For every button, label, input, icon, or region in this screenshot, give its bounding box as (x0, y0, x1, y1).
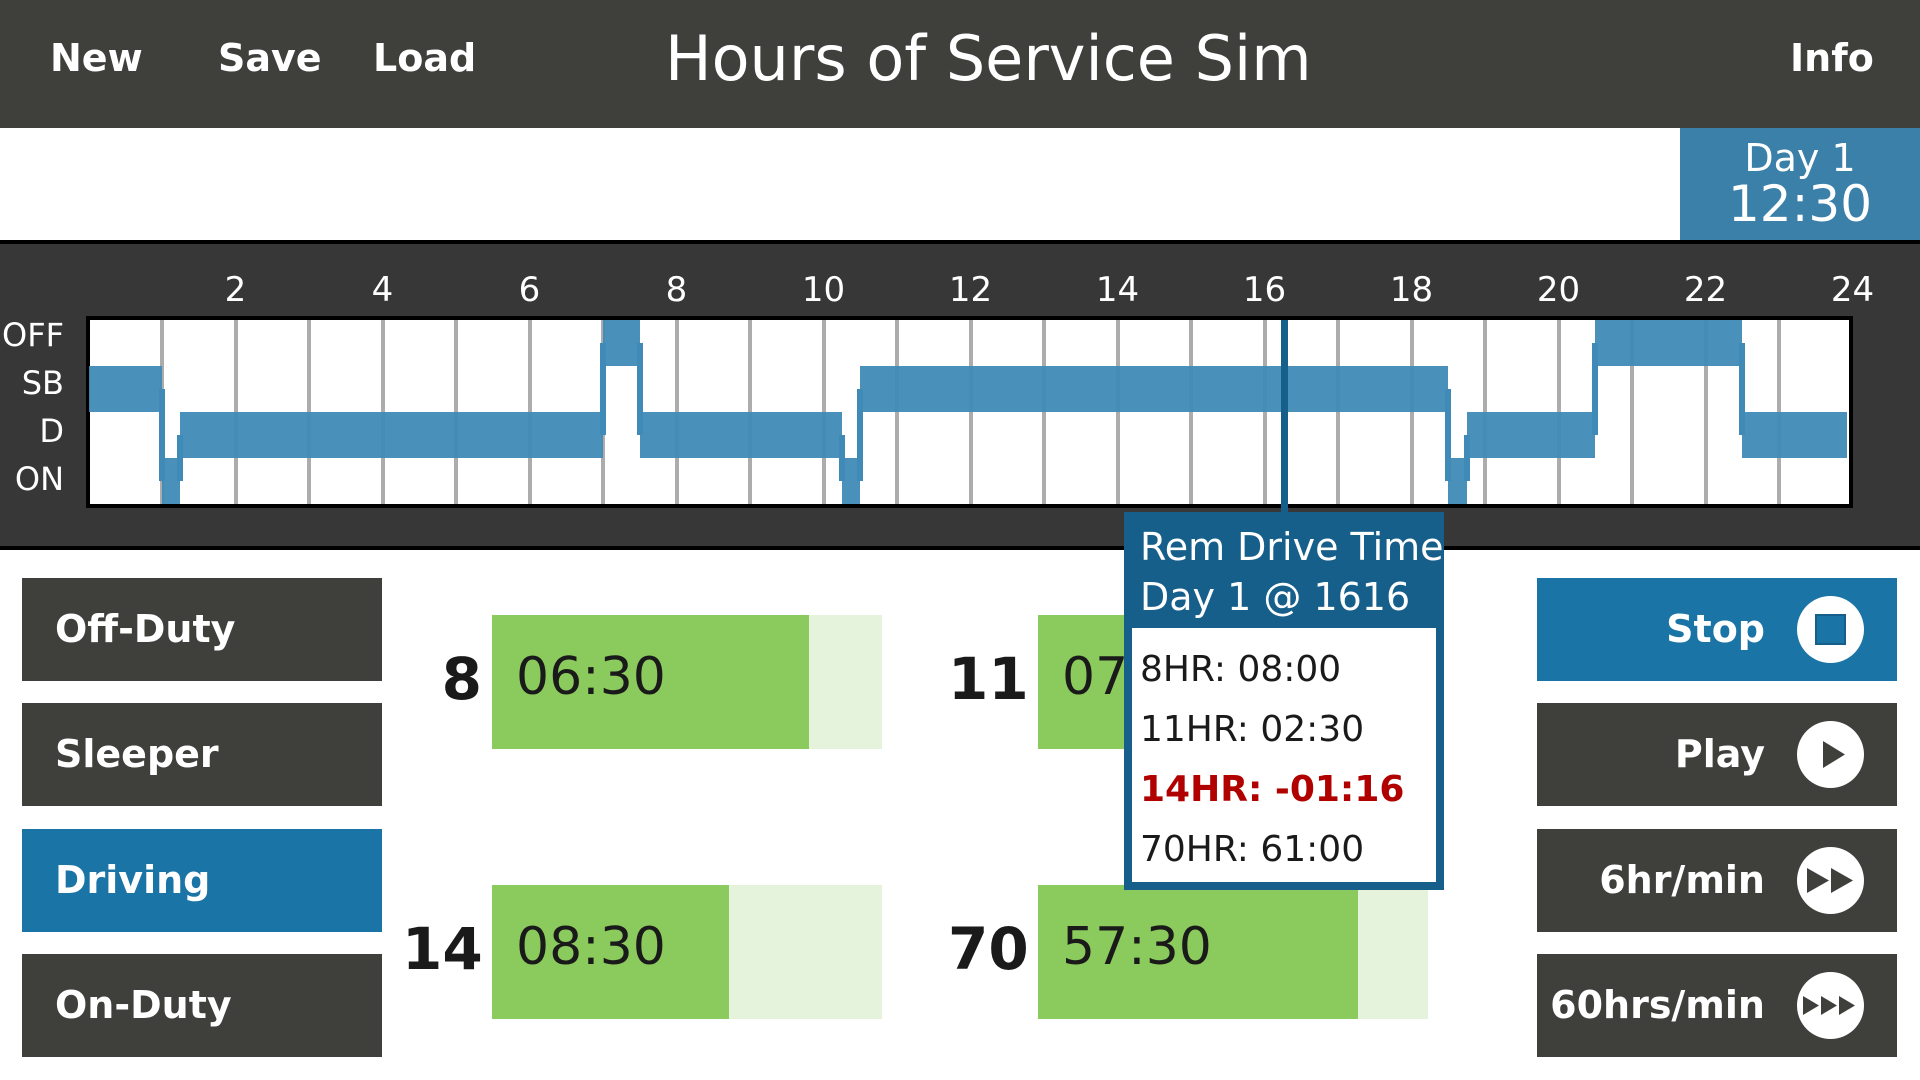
hour-tick-label: 10 (801, 270, 846, 310)
info-button[interactable]: Info (1790, 36, 1874, 80)
duty-segment-on (1448, 458, 1467, 504)
tooltip-subtitle: Day 1 @ 1616 (1140, 575, 1411, 619)
status-transition-line (838, 435, 845, 481)
save-button[interactable]: Save (218, 36, 322, 80)
gauge-limit-label: 8 (441, 645, 482, 713)
stop-button[interactable]: Stop (1537, 578, 1897, 681)
hour-tick-label: 22 (1683, 270, 1728, 310)
duty-segment-d (639, 412, 842, 458)
tooltip-row-warning: 14HR: -01:16 (1140, 769, 1405, 810)
status-transition-line (1739, 343, 1746, 435)
status-transition-line (1463, 435, 1470, 481)
row-label-on: ON (14, 460, 64, 498)
control-label: 60hrs/min (1550, 983, 1765, 1027)
status-button-sleeper[interactable]: Sleeper (22, 703, 382, 806)
gauge-limit-label: 14 (402, 915, 483, 983)
status-transition-line (1592, 343, 1599, 435)
duty-segment-d (1466, 412, 1596, 458)
row-label-sb: SB (21, 364, 64, 402)
tooltip-body: 8HR: 08:00 11HR: 02:30 14HR: -01:16 70HR: 6… (1132, 628, 1436, 882)
gauge-70hr: 57:30 (1038, 885, 1428, 1019)
status-transition-line (636, 343, 643, 435)
gauge-limit-label: 11 (948, 645, 1029, 713)
tooltip-row: 11HR: 02:30 (1140, 709, 1365, 750)
hour-gridline (1189, 320, 1193, 504)
hour-gridline (895, 320, 899, 504)
load-button[interactable]: Load (373, 36, 477, 80)
hour-tick-label: 20 (1536, 270, 1581, 310)
status-button-on-duty[interactable]: On-Duty (22, 954, 382, 1057)
time-cursor[interactable] (1281, 320, 1289, 520)
gauge-14hr: 08:30 (492, 885, 882, 1019)
clock-day: Day 1 (1744, 136, 1856, 180)
new-button[interactable]: New (50, 36, 143, 80)
60hrs-min-button[interactable]: 60hrs/min (1537, 954, 1897, 1057)
status-transition-line (857, 389, 864, 481)
hour-tick-label: 2 (224, 270, 247, 310)
status-transition-line (177, 435, 184, 481)
rem-drive-time-tooltip: Rem Drive Time Day 1 @ 1616 8HR: 08:00 11… (1124, 512, 1444, 890)
gauge-value: 57:30 (1062, 917, 1212, 977)
tooltip-title: Rem Drive Time (1140, 525, 1444, 569)
triple-forward-icon (1797, 972, 1864, 1039)
app-title: Hours of Service Sim (665, 22, 1312, 95)
tooltip-row: 70HR: 61:00 (1140, 829, 1365, 870)
duty-segment-off (1595, 320, 1743, 366)
status-button-off-duty[interactable]: Off-Duty (22, 578, 382, 681)
row-label-off: OFF (2, 316, 64, 354)
hour-gridline (968, 320, 973, 504)
row-label-d: D (39, 412, 64, 450)
duty-segment-on (841, 458, 861, 504)
hour-gridline (1703, 320, 1708, 504)
play-button[interactable]: Play (1537, 703, 1897, 806)
control-label: Play (1674, 732, 1765, 776)
status-button-driving[interactable]: Driving (22, 829, 382, 932)
status-transition-line (159, 389, 165, 481)
hour-gridline (1115, 320, 1120, 504)
gauge-fill (1038, 885, 1359, 1019)
hour-tick-label: 18 (1389, 270, 1434, 310)
control-label: Stop (1666, 607, 1765, 651)
log-chart: 2 4 6 8 10 12 14 16 18 20 22 24 OFF SB D ON (0, 240, 1920, 550)
duty-segment-d (180, 412, 603, 458)
hour-tick-label: 6 (518, 270, 541, 310)
tooltip-header: Rem Drive Time Day 1 @ 1616 (1124, 512, 1444, 628)
duty-segment-sb (88, 366, 162, 412)
hour-tick-label: 12 (948, 270, 993, 310)
status-transition-line (1445, 389, 1452, 481)
hour-tick-label: 8 (665, 270, 688, 310)
gauge-value: 06:30 (516, 647, 666, 707)
duty-segment-off (603, 320, 640, 366)
gauge-fill (492, 885, 729, 1019)
duty-segment-sb (860, 366, 1449, 412)
hour-gridline (1409, 320, 1414, 504)
gauge-value: 08:30 (516, 917, 666, 977)
duty-segment-d (1742, 412, 1847, 458)
gauge-limit-label: 70 (948, 915, 1029, 983)
hour-gridline (1630, 320, 1634, 504)
fast-forward-icon (1797, 847, 1864, 914)
log-grid[interactable] (86, 316, 1853, 520)
tooltip-row: 8HR: 08:00 (1140, 649, 1342, 690)
play-icon (1797, 721, 1864, 788)
duty-segment-on (162, 458, 181, 504)
hour-tick-label: 14 (1095, 270, 1140, 310)
6hr-min-button[interactable]: 6hr/min (1537, 829, 1897, 932)
status-transition-line (600, 343, 606, 435)
hour-gridline (1042, 320, 1046, 504)
clock-time: 12:30 (1727, 175, 1873, 233)
hour-tick-label: 24 (1830, 270, 1875, 310)
hour-tick-label: 4 (371, 270, 394, 310)
hour-gridline (1336, 320, 1340, 504)
sim-clock: Day 1 12:30 (1680, 128, 1920, 240)
status-band (0, 128, 1920, 240)
gauge-8hr: 06:30 (492, 615, 882, 749)
hour-gridline (1262, 320, 1267, 504)
app-header: New Save Load Hours of Service Sim Info (0, 0, 1920, 128)
gauge-fill (492, 615, 809, 749)
hour-tick-label: 16 (1242, 270, 1287, 310)
control-label: 6hr/min (1599, 858, 1765, 902)
stop-icon (1797, 596, 1864, 663)
